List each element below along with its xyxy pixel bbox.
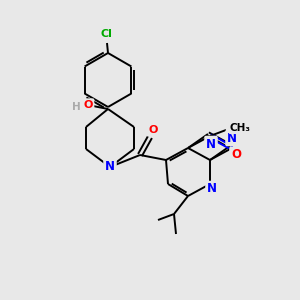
Text: O: O bbox=[148, 125, 158, 135]
Text: CH₃: CH₃ bbox=[230, 123, 251, 133]
Text: O: O bbox=[83, 100, 93, 110]
Text: O: O bbox=[231, 148, 241, 161]
Text: H: H bbox=[72, 102, 80, 112]
Text: Cl: Cl bbox=[100, 29, 112, 39]
Text: N: N bbox=[227, 131, 237, 145]
Text: N: N bbox=[207, 182, 217, 196]
Text: N: N bbox=[105, 160, 115, 173]
Text: N: N bbox=[206, 137, 216, 151]
